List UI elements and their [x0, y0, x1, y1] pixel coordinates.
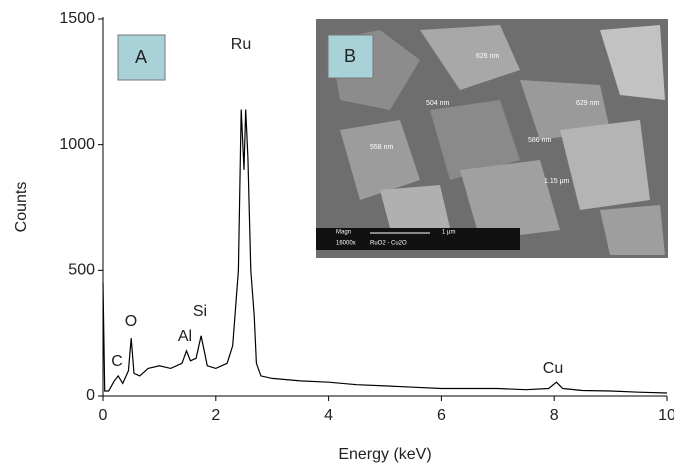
annotation: C	[111, 353, 123, 370]
annotation: 558 nm	[370, 144, 394, 151]
sem-inset	[316, 19, 668, 258]
y-axis-label: Counts	[13, 182, 30, 233]
y-tick-label: 1500	[59, 10, 95, 27]
y-tick-label: 500	[68, 262, 95, 279]
panel-box	[117, 34, 166, 81]
annotation: 1.15 μm	[544, 178, 570, 185]
annotation: 626 nm	[476, 53, 500, 60]
annotation: 16000x	[336, 241, 356, 247]
annotation: 1 μm	[442, 230, 455, 236]
x-tick-label: 0	[99, 407, 108, 424]
annotation: 504 nm	[426, 100, 450, 107]
spectrum-line	[102, 109, 668, 394]
annotation: Magn	[336, 230, 351, 236]
x-tick-label: 10	[658, 407, 674, 424]
panel-box	[327, 34, 374, 79]
annotation: 629 nm	[576, 100, 600, 107]
annotation: 586 nm	[528, 137, 552, 144]
annotation: B	[344, 46, 356, 66]
x-tick-label: 4	[324, 407, 333, 424]
x-tick-label: 8	[550, 407, 559, 424]
y-tick-label: 0	[86, 387, 95, 404]
annotation: Ru	[231, 36, 251, 53]
x-axis-label: Energy (keV)	[338, 446, 431, 463]
annotation: Al	[178, 328, 192, 345]
annotation: O	[125, 313, 137, 330]
y-tick-label: 1000	[59, 136, 95, 153]
annotation: A	[135, 47, 147, 67]
x-tick-label: 6	[437, 407, 446, 424]
annotation: RuO2 - Cu2O	[370, 241, 407, 247]
annotation: Si	[193, 303, 207, 320]
x-tick-label: 2	[211, 407, 220, 424]
annotation: Cu	[543, 360, 563, 377]
